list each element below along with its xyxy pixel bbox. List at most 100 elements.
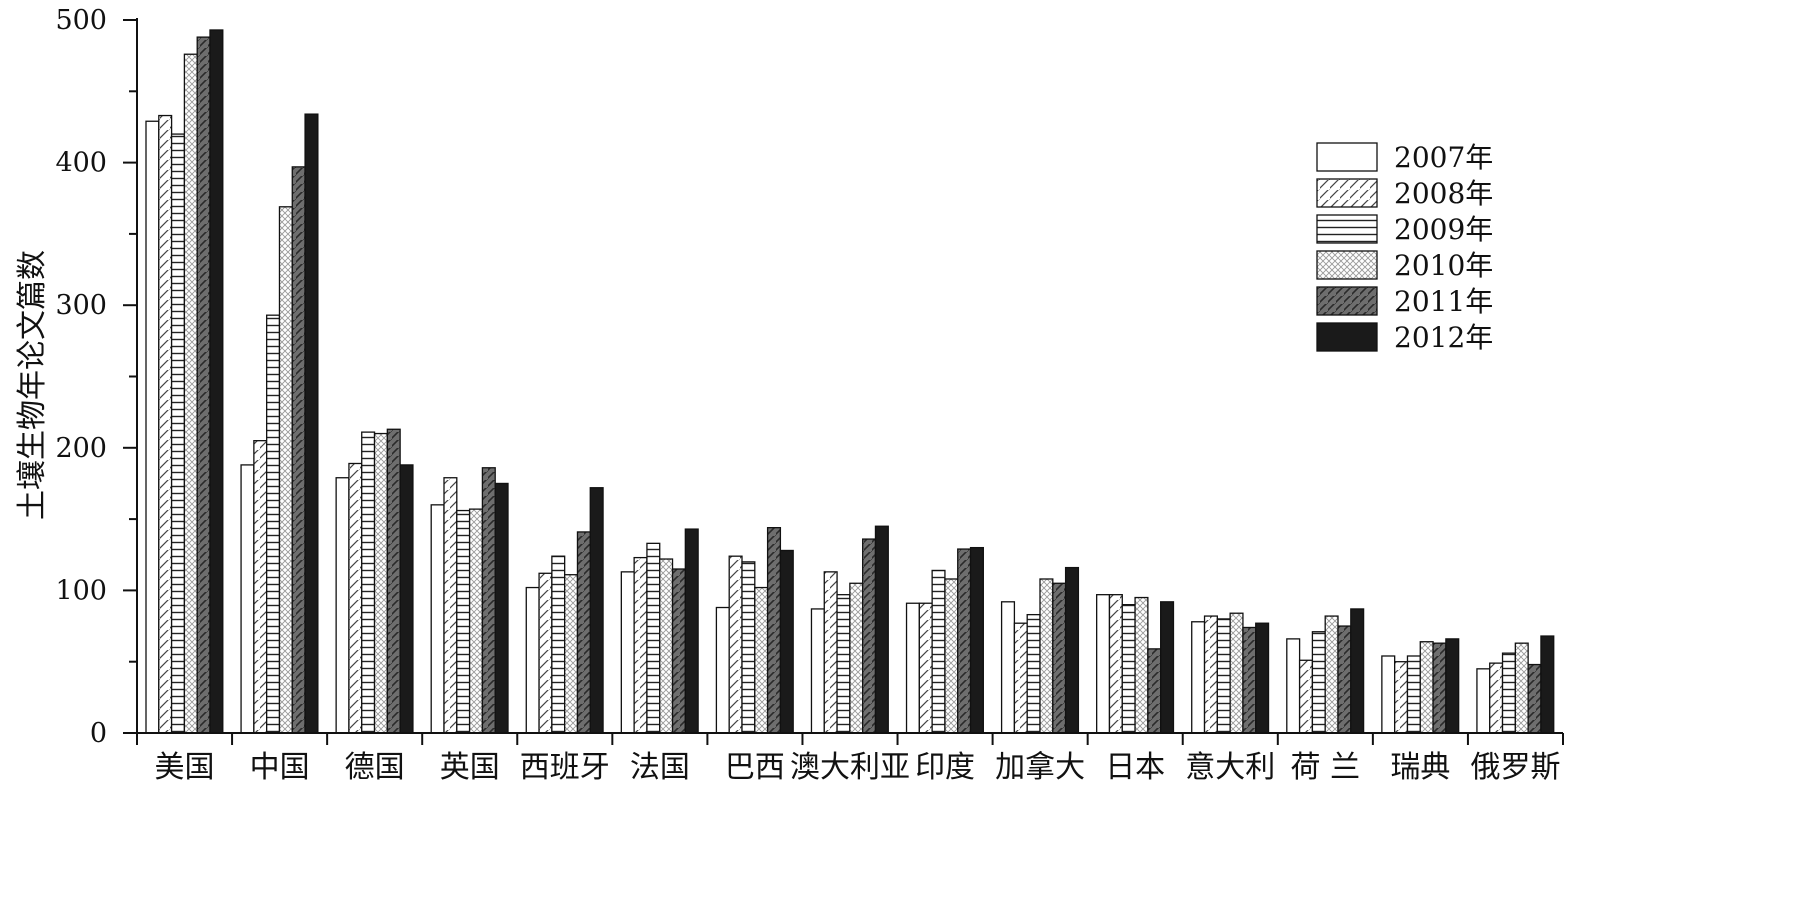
bars-group — [145, 29, 1555, 734]
x-category-label: 荷 兰 — [1291, 750, 1361, 785]
bar — [1311, 631, 1326, 734]
bar — [1000, 601, 1016, 734]
bar — [1108, 594, 1123, 734]
x-category-label: 法国 — [630, 750, 690, 785]
bar — [1147, 648, 1162, 734]
x-category-label: 加拿大 — [995, 750, 1085, 785]
bar — [1255, 622, 1270, 734]
bar — [291, 166, 306, 734]
bar — [1013, 622, 1028, 734]
bar — [1406, 655, 1421, 734]
bar — [715, 606, 730, 734]
x-category-label: 美国 — [155, 750, 215, 785]
bar — [1039, 578, 1054, 734]
bar — [874, 525, 889, 734]
bar — [304, 113, 319, 734]
bar — [1324, 615, 1339, 734]
x-category-label: 日本 — [1105, 750, 1165, 785]
bar — [1298, 659, 1314, 734]
bar — [145, 120, 160, 734]
bar — [633, 556, 648, 734]
bar — [754, 586, 769, 734]
bar — [494, 482, 509, 734]
legend-swatch — [1316, 250, 1378, 280]
bar — [862, 538, 877, 734]
bar — [335, 477, 350, 734]
bar — [728, 555, 743, 734]
bar — [1501, 652, 1516, 734]
bar — [1242, 626, 1257, 734]
legend-swatch — [1316, 142, 1378, 172]
bar — [240, 464, 255, 734]
legend-swatch — [1316, 286, 1378, 316]
bar — [456, 509, 471, 734]
x-category-label: 俄罗斯 — [1470, 750, 1560, 785]
bar — [684, 528, 699, 734]
bar — [1337, 625, 1352, 734]
bar — [1160, 601, 1175, 734]
bar — [564, 574, 579, 734]
bar — [969, 546, 984, 734]
x-category-label: 中国 — [250, 750, 310, 785]
bar — [659, 558, 674, 734]
bar — [1052, 582, 1067, 734]
bar — [1476, 668, 1491, 734]
x-axis: 美国 中国 德国 英国 西班牙 法国 巴西 澳大利亚 印度 加拿大 日本 意大利荷 兰瑞典 俄罗斯 — [136, 732, 1564, 785]
legend-label: 2007年 — [1394, 141, 1493, 174]
x-category-label: 西班牙 — [520, 750, 610, 785]
bar — [1381, 655, 1396, 734]
bar — [481, 467, 496, 734]
bar — [1203, 615, 1218, 734]
bar — [646, 542, 661, 734]
y-tick-label: 100 — [55, 575, 107, 606]
bar — [209, 29, 224, 734]
bar — [810, 608, 825, 734]
bar — [671, 568, 686, 734]
bar — [158, 114, 173, 734]
y-axis: 0 100 200 300 400 500 — [55, 5, 138, 749]
bar — [1026, 613, 1041, 734]
bar — [836, 594, 851, 734]
x-category-label: 印度 — [915, 750, 975, 785]
bar — [183, 53, 198, 734]
bar — [1394, 661, 1409, 734]
x-category-label: 英国 — [440, 750, 500, 785]
bar — [1489, 662, 1504, 734]
bar — [399, 464, 414, 734]
y-tick-label: 500 — [55, 5, 107, 36]
y-axis-title: 土壤生物年论文篇数 — [15, 250, 50, 520]
bar — [386, 428, 401, 734]
bar — [551, 555, 566, 734]
bar — [1286, 638, 1301, 734]
x-category-label: 瑞典 — [1390, 750, 1450, 785]
legend-swatch — [1316, 322, 1378, 352]
legend-label: 2010年 — [1394, 249, 1493, 282]
bar — [1527, 663, 1542, 734]
y-tick-label: 200 — [55, 433, 107, 464]
bar — [905, 602, 920, 734]
bar — [1445, 638, 1460, 734]
bar — [1134, 596, 1149, 734]
bar — [1540, 635, 1555, 734]
bar — [1121, 604, 1136, 734]
bar — [589, 487, 604, 734]
bar — [525, 586, 540, 734]
bar — [278, 206, 293, 734]
bar — [1350, 608, 1365, 734]
bar — [361, 431, 376, 734]
bar — [576, 531, 591, 734]
bar — [348, 462, 363, 734]
bar — [266, 314, 281, 734]
bar — [430, 504, 445, 734]
y-tick-label: 400 — [55, 148, 107, 179]
legend-swatch — [1316, 214, 1378, 244]
bar — [1216, 618, 1231, 734]
bar — [1514, 642, 1529, 734]
bar — [944, 578, 959, 734]
bar — [918, 602, 933, 734]
bar — [373, 432, 388, 734]
bar — [779, 549, 794, 734]
x-category-label: 德国 — [345, 750, 405, 785]
